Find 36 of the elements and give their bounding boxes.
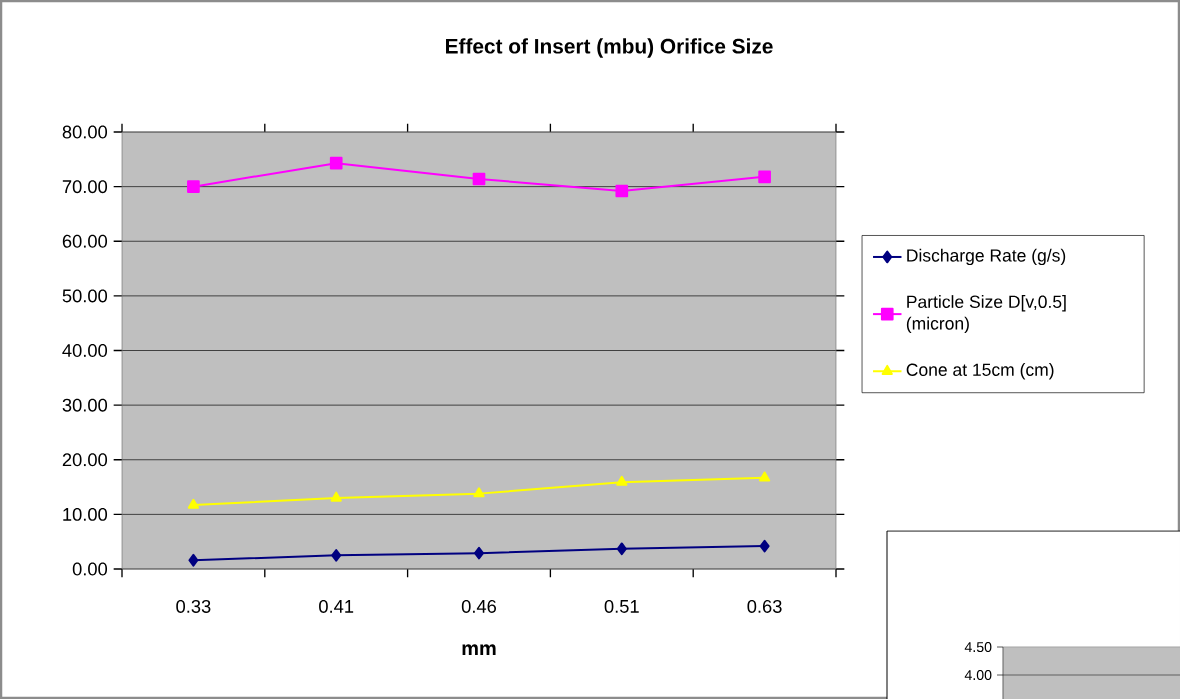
y-tick-label: 40.00 xyxy=(62,344,108,357)
text: 4.50 xyxy=(964,642,992,653)
x-tick-label: 0.46 xyxy=(461,599,497,613)
y-tick-label: 50.00 xyxy=(62,289,108,303)
y-tick-label: 70.00 xyxy=(62,180,108,194)
x-tick-label: 0.51 xyxy=(604,599,639,613)
x-tick-label: 0.33 xyxy=(176,599,211,613)
point xyxy=(759,539,770,553)
y-tick-label: 20.00 xyxy=(62,453,108,467)
point xyxy=(758,471,771,482)
legend-label: Particle Size D[v,0.5] (micron) xyxy=(906,295,1066,334)
text: 4.00 xyxy=(964,670,992,681)
chart-title: Effect of Insert (mbu) Orifice Size xyxy=(446,38,773,58)
y-tick-label: 0.00 xyxy=(72,562,108,576)
legend-label: Cone at 15cm (cm) xyxy=(906,363,1054,380)
y-tick-label: 10.00 xyxy=(63,507,108,521)
point xyxy=(616,475,628,486)
point xyxy=(758,170,771,184)
point xyxy=(616,542,627,556)
y-tick-label: 60.00 xyxy=(62,234,108,248)
point xyxy=(329,156,343,170)
x-tick-label: 0.63 xyxy=(747,599,782,613)
point xyxy=(330,491,342,502)
y-tick-label: 30.00 xyxy=(62,398,108,412)
point xyxy=(331,549,342,562)
point xyxy=(473,487,485,498)
point xyxy=(472,172,486,186)
point xyxy=(187,180,200,193)
x-tick-label: 0.41 xyxy=(319,599,354,613)
point xyxy=(615,184,629,198)
x-axis-title: mm xyxy=(462,644,496,656)
point xyxy=(187,498,200,509)
y-tick-label: 80.00 xyxy=(62,125,108,139)
legend-label: Discharge Rate (g/s) xyxy=(907,248,1066,266)
point xyxy=(474,546,484,560)
point xyxy=(188,553,199,567)
